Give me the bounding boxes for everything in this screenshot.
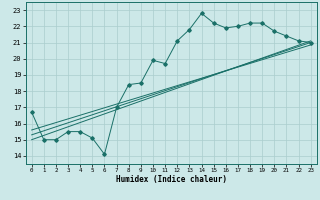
X-axis label: Humidex (Indice chaleur): Humidex (Indice chaleur) xyxy=(116,175,227,184)
